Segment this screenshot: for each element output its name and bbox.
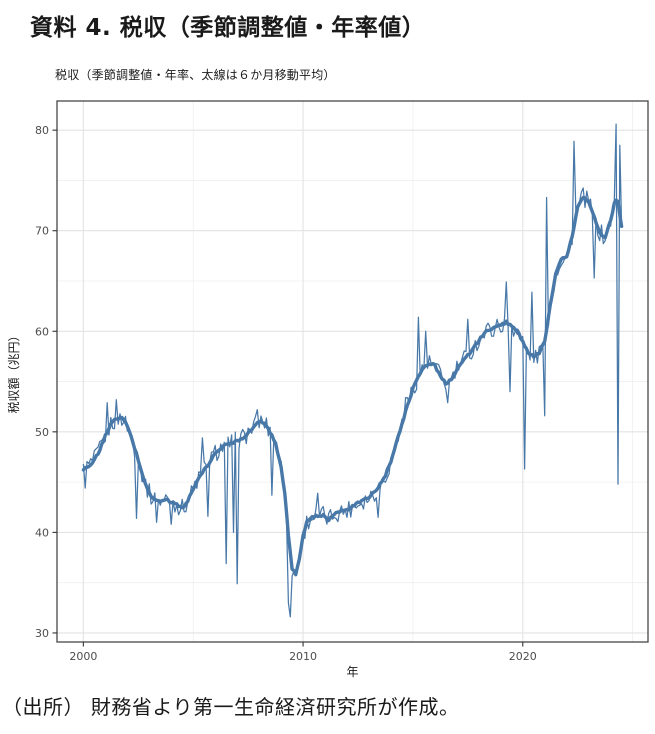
source-note: （出所） 財務省より第一生命経済研究所が作成。 (2, 695, 460, 719)
y-tick-label: 30 (35, 627, 49, 640)
plot-panel (57, 101, 648, 642)
chart-subtitle: 税収（季節調整値・年率、太線は６か月移動平均） (55, 68, 336, 82)
y-tick-label: 70 (35, 225, 49, 238)
x-tick-label: 2000 (69, 650, 97, 663)
series-ma6-thick-line (81, 195, 624, 577)
y-tick-label: 50 (35, 426, 49, 439)
x-tick-label: 2010 (289, 650, 317, 663)
x-tick-label: 2020 (509, 650, 537, 663)
minor-gridlines (57, 101, 648, 642)
y-tick-label: 80 (35, 124, 49, 137)
tax-revenue-line-chart: 2000 2010 2020 30 40 50 60 70 80 年 税収額（兆円） (7, 100, 649, 679)
axes: 2000 2010 2020 30 40 50 60 70 80 年 税収額（兆円） (7, 124, 537, 679)
y-tick-label: 60 (35, 325, 49, 338)
panel-border (56, 100, 649, 643)
x-axis-title: 年 (346, 665, 358, 679)
y-tick-label: 40 (35, 526, 49, 539)
page-title: 資料 4. 税収（季節調整値・年率値） (30, 15, 426, 41)
major-gridlines (57, 101, 648, 642)
y-axis-title: 税収額（兆円） (7, 329, 21, 413)
